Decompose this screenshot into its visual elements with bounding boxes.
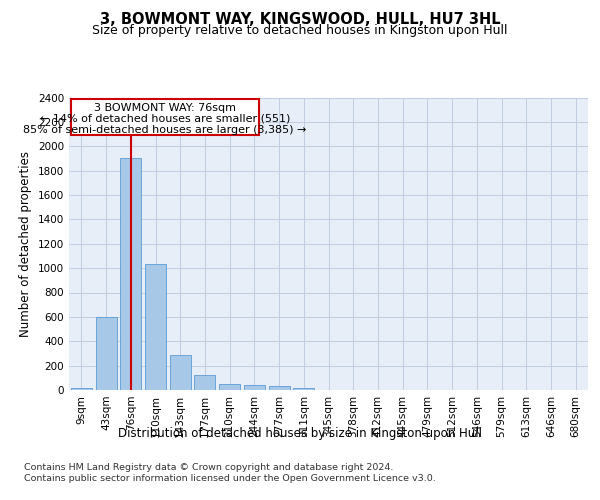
Bar bbox=[219, 384, 240, 390]
Text: 85% of semi-detached houses are larger (3,385) →: 85% of semi-detached houses are larger (… bbox=[23, 124, 307, 134]
Y-axis label: Number of detached properties: Number of detached properties bbox=[19, 151, 32, 337]
Bar bbox=[269, 386, 290, 390]
Bar bbox=[170, 354, 191, 390]
FancyBboxPatch shape bbox=[71, 100, 259, 134]
Bar bbox=[71, 388, 92, 390]
Bar bbox=[293, 388, 314, 390]
Bar bbox=[95, 317, 116, 390]
Text: 3 BOWMONT WAY: 76sqm: 3 BOWMONT WAY: 76sqm bbox=[94, 103, 236, 113]
Text: Size of property relative to detached houses in Kingston upon Hull: Size of property relative to detached ho… bbox=[92, 24, 508, 37]
Bar bbox=[194, 376, 215, 390]
Bar bbox=[244, 385, 265, 390]
Bar bbox=[120, 158, 141, 390]
Text: 3, BOWMONT WAY, KINGSWOOD, HULL, HU7 3HL: 3, BOWMONT WAY, KINGSWOOD, HULL, HU7 3HL bbox=[100, 12, 500, 28]
Text: Contains HM Land Registry data © Crown copyright and database right 2024.: Contains HM Land Registry data © Crown c… bbox=[24, 462, 394, 471]
Bar bbox=[145, 264, 166, 390]
Text: ← 14% of detached houses are smaller (551): ← 14% of detached houses are smaller (55… bbox=[40, 114, 290, 124]
Text: Contains public sector information licensed under the Open Government Licence v3: Contains public sector information licen… bbox=[24, 474, 436, 483]
Text: Distribution of detached houses by size in Kingston upon Hull: Distribution of detached houses by size … bbox=[118, 428, 482, 440]
